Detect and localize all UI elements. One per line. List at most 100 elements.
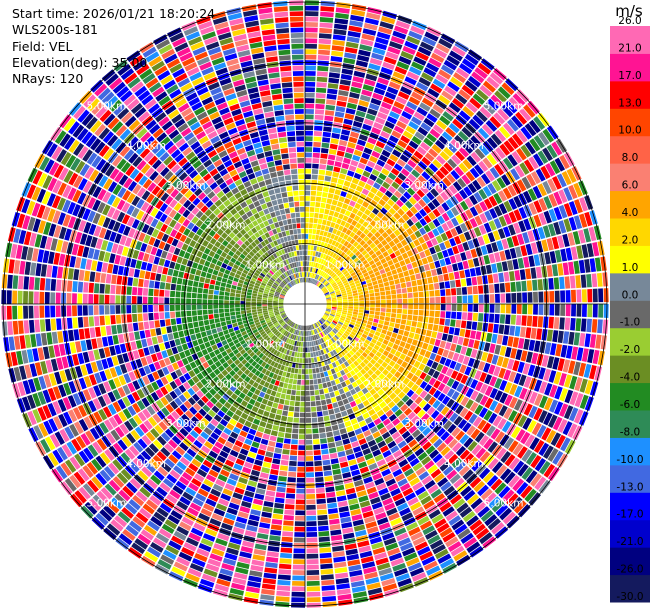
velocity-gate — [198, 282, 204, 288]
velocity-gate — [378, 567, 393, 576]
velocity-gate — [322, 137, 331, 143]
velocity-gate — [423, 316, 429, 323]
velocity-gate — [268, 395, 275, 402]
velocity-gate — [293, 553, 305, 559]
velocity-gate — [171, 435, 182, 445]
velocity-gate — [544, 252, 552, 265]
velocity-gate — [483, 410, 493, 421]
velocity-gate — [257, 308, 263, 312]
velocity-gate — [579, 197, 589, 212]
velocity-gate — [326, 491, 336, 498]
velocity-gate — [327, 193, 334, 199]
velocity-gate — [547, 414, 558, 428]
velocity-gate — [323, 323, 328, 328]
velocity-gate — [285, 394, 291, 400]
velocity-gate — [382, 532, 395, 541]
velocity-gate — [34, 319, 41, 333]
velocity-gate — [400, 403, 409, 412]
velocity-gate — [263, 325, 269, 331]
velocity-gate — [462, 304, 468, 312]
velocity-gate — [183, 381, 191, 390]
velocity-gate — [308, 330, 310, 336]
velocity-gate — [334, 567, 348, 574]
velocity-gate — [248, 398, 256, 406]
velocity-gate — [548, 316, 554, 329]
velocity-gate — [450, 138, 462, 150]
velocity-gate — [341, 129, 351, 136]
velocity-gate — [66, 293, 72, 304]
velocity-gate — [489, 376, 498, 387]
velocity-gate — [315, 93, 326, 99]
velocity-gate — [311, 169, 319, 175]
velocity-gate — [463, 186, 473, 197]
velocity-gate — [377, 254, 385, 261]
velocity-gate — [488, 195, 498, 207]
velocity-gate — [235, 396, 243, 404]
velocity-gate — [164, 290, 170, 297]
velocity-gate — [300, 407, 305, 412]
velocity-gate — [553, 401, 564, 415]
velocity-gate — [426, 191, 435, 201]
velocity-gate — [324, 248, 329, 255]
velocity-gate — [403, 106, 415, 116]
velocity-gate — [381, 431, 391, 440]
velocity-gate — [301, 336, 304, 342]
velocity-gate — [23, 276, 30, 290]
velocity-gate — [319, 319, 324, 324]
velocity-gate — [364, 165, 373, 173]
velocity-gate — [174, 338, 181, 346]
velocity-gate — [180, 291, 186, 298]
velocity-gate — [107, 263, 114, 274]
velocity-gate — [337, 593, 352, 601]
velocity-gate — [361, 425, 369, 433]
velocity-gate — [91, 476, 104, 490]
velocity-gate — [211, 328, 218, 335]
velocity-gate — [321, 325, 326, 330]
velocity-gate — [192, 339, 199, 347]
velocity-gate — [333, 166, 341, 173]
velocity-gate — [318, 269, 322, 275]
velocity-gate — [317, 411, 323, 417]
velocity-gate — [297, 335, 300, 341]
velocity-gate — [457, 243, 465, 253]
velocity-gate — [380, 207, 388, 215]
velocity-gate — [324, 335, 329, 341]
velocity-gate — [152, 439, 163, 450]
velocity-gate — [510, 168, 521, 181]
velocity-gate — [325, 282, 330, 287]
velocity-gate — [482, 322, 489, 332]
velocity-gate — [274, 337, 280, 343]
velocity-gate — [545, 163, 556, 177]
velocity-gate — [513, 500, 527, 514]
velocity-gate — [193, 367, 201, 375]
velocity-gate — [278, 426, 286, 433]
velocity-gate — [256, 384, 264, 391]
velocity-gate — [533, 407, 543, 421]
velocity-gate — [213, 414, 222, 423]
velocity-gate — [328, 77, 340, 84]
velocity-gate — [325, 334, 331, 340]
velocity-gate — [253, 436, 262, 443]
velocity-gate — [509, 396, 518, 409]
velocity-gate — [477, 127, 490, 140]
velocity-gate — [551, 264, 559, 277]
velocity-gate — [242, 333, 249, 339]
velocity-gate — [326, 307, 332, 310]
velocity-gate — [423, 224, 432, 233]
velocity-gate — [373, 121, 384, 130]
velocity-gate — [334, 334, 340, 340]
velocity-gate — [292, 379, 298, 385]
velocity-gate — [339, 319, 345, 324]
velocity-gate — [439, 318, 445, 326]
velocity-gate — [434, 260, 441, 268]
velocity-gate — [581, 348, 589, 362]
velocity-gate — [416, 279, 423, 286]
velocity-gate — [398, 56, 412, 65]
velocity-gate — [176, 317, 182, 325]
velocity-gate — [353, 298, 359, 302]
velocity-gate — [382, 583, 398, 592]
velocity-gate — [439, 166, 450, 176]
velocity-gate — [379, 333, 386, 339]
velocity-gate — [195, 492, 207, 502]
velocity-gate — [175, 480, 187, 491]
